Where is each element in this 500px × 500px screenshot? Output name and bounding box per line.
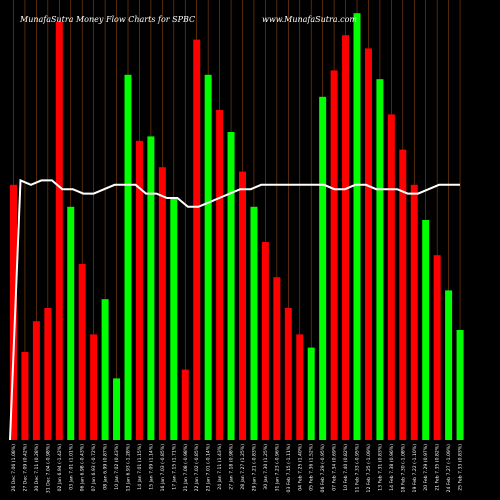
bar	[433, 255, 441, 440]
bar	[21, 352, 29, 440]
x-tick-label: 05 Feb 7.36 (1.52%)	[309, 444, 315, 491]
watermark: www.MunafaSutra.com	[262, 15, 357, 24]
bar	[181, 369, 189, 440]
bar	[422, 220, 430, 440]
bar	[261, 242, 269, 440]
bar	[90, 334, 98, 440]
bar	[250, 206, 258, 440]
bar	[273, 277, 281, 440]
x-tick-label: 27 Jan 7.18 (0.98%)	[229, 444, 235, 490]
x-tick-label: 10 Jan 7.02 (0.43%)	[114, 444, 120, 490]
bar	[10, 184, 17, 440]
x-tick-label: 21 Feb 7.35 (0.82%)	[435, 444, 441, 491]
bar	[147, 136, 155, 440]
bar	[227, 132, 235, 440]
bar	[399, 149, 407, 440]
bar	[387, 114, 395, 441]
bar	[170, 198, 178, 440]
x-tick-label: 11 Feb 7.33 (-0.95%)	[355, 444, 361, 493]
x-tick-label: 10 Feb 7.40 (0.82%)	[343, 444, 349, 491]
x-tick-label: 30 Dec 7.11 (0.28%)	[34, 444, 40, 492]
bar	[67, 206, 75, 440]
x-tick-label: 03 Feb 7.15 (-1.11%)	[286, 444, 292, 493]
x-tick-label: 03 Jan 7.01 (1.01%)	[68, 444, 74, 490]
chart-title: MunafaSutra Money Flow Charts for SPBC	[19, 15, 195, 24]
x-tick-label: 25 Feb 7.33 (0.83%)	[458, 444, 464, 491]
bar	[204, 74, 212, 441]
bar	[319, 96, 327, 441]
x-tick-label: 22 Jan 7.02 (-0.85%)	[194, 444, 200, 492]
x-tick-label: 24 Jan 7.11 (1.43%)	[217, 444, 223, 490]
bar	[445, 290, 453, 440]
bar	[342, 35, 350, 440]
bar	[44, 308, 52, 440]
bar	[101, 299, 109, 440]
bar	[193, 39, 201, 440]
bars	[10, 13, 464, 441]
x-tick-label: 19 Feb 7.22 (-1.10%)	[412, 444, 418, 493]
x-tick-label: 07 Jan 6.93 (-0.72%)	[91, 444, 97, 492]
x-tick-label: 16 Jan 7.03 (-0.85%)	[160, 444, 166, 492]
money-flow-line	[9, 178, 460, 441]
x-tick-label: 28 Jan 7.27 (1.25%)	[240, 444, 246, 490]
x-tick-label: 14 Feb 7.38 (0.96%)	[389, 444, 395, 491]
bar	[307, 347, 315, 440]
x-tick-label: 13 Feb 7.31 (0.83%)	[377, 444, 383, 491]
bar	[296, 334, 304, 440]
bar	[158, 167, 166, 440]
x-tick-label: 31 Jan 7.23 (-0.96%)	[274, 444, 280, 492]
x-tick-label: 02 Jan 6.94 (-1.42%)	[57, 444, 63, 492]
x-tick-label: 24 Feb 7.27 (-1.09%)	[446, 444, 452, 493]
x-tick-label: 04 Feb 7.25 (1.40%)	[297, 444, 303, 491]
x-tick-label: 15 Jan 7.09 (1.14%)	[148, 444, 154, 490]
bar	[55, 22, 63, 440]
x-tick-label: 17 Jan 7.15 (1.71%)	[171, 444, 177, 490]
bar	[456, 330, 464, 440]
bar	[376, 79, 384, 440]
bar	[113, 378, 121, 440]
x-tick-label: 08 Jan 6.99 (0.87%)	[103, 444, 109, 490]
x-tick-label: 06 Jan 6.98 (-0.43%)	[80, 444, 86, 492]
bar	[32, 321, 40, 440]
x-tick-label: 07 Feb 7.34 (0.69%)	[332, 444, 338, 491]
bar	[353, 13, 361, 440]
bar	[216, 110, 224, 440]
x-tick-label: 30 Jan 7.30 (1.25%)	[263, 444, 269, 490]
bar	[78, 264, 86, 440]
x-tick-label: 31 Dec 7.04 (-0.98%)	[45, 444, 51, 493]
bar	[239, 171, 246, 440]
x-tick-label: 26 Dec 7.06 (1.08%)	[11, 444, 17, 492]
bar	[364, 48, 372, 441]
x-tick-label: 18 Feb 7.30 (-1.08%)	[400, 444, 406, 493]
x-tick-label: 13 Jan 6.93 (-1.28%)	[126, 444, 132, 492]
x-tick-label: 21 Jan 7.08 (-0.98%)	[183, 444, 189, 492]
x-tick-label: 23 Jan 7.01 (-0.14%)	[206, 444, 212, 492]
bar	[135, 140, 143, 441]
bar	[410, 184, 418, 440]
x-tick-label: 27 Dec 7.09 (0.42%)	[22, 444, 28, 492]
bar	[284, 308, 292, 440]
bar	[124, 74, 132, 441]
bar	[330, 70, 338, 441]
x-tick-label: 06 Feb 7.29 (-0.95%)	[320, 444, 326, 493]
x-tick-labels: 26 Dec 7.06 (1.08%) 27 Dec 7.09 (0.42%) …	[11, 444, 464, 493]
x-tick-label: 12 Feb 7.25 (-1.09%)	[366, 444, 372, 493]
x-tick-label: 20 Feb 7.29 (0.97%)	[423, 444, 429, 491]
x-tick-label: 29 Jan 7.21 (-0.83%)	[251, 444, 257, 492]
x-tick-label: 14 Jan 7.01 (1.15%)	[137, 444, 143, 490]
